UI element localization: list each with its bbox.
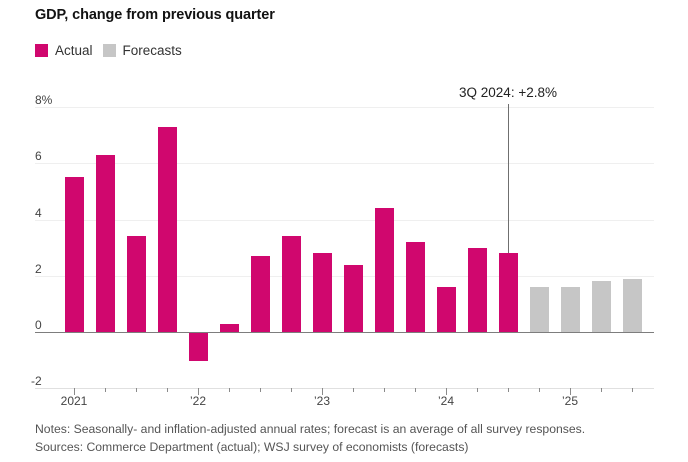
gridline-4: [35, 219, 654, 221]
x-tick-4q-2021: [167, 388, 168, 393]
x-tick-4q-2022: [291, 388, 292, 393]
legend-label-forecasts: Forecasts: [122, 43, 182, 58]
x-tick-3q-2022: [260, 388, 261, 393]
bar-4q-2024: [529, 287, 549, 332]
bar-3q-2023: [374, 208, 394, 333]
bar-2q-2021: [95, 154, 115, 332]
bar-1q-2021: [64, 177, 84, 332]
notes-text: Notes: Seasonally- and inflation-adjuste…: [35, 422, 586, 436]
chart-title: GDP, change from previous quarter: [35, 7, 275, 23]
legend-label-actual: Actual: [55, 43, 93, 58]
x-tick-1q-2022: [198, 388, 199, 396]
x-tick-3q-2025: [632, 388, 633, 393]
bar-1q-2024: [436, 287, 456, 332]
x-tick-1q-2024: [446, 388, 447, 396]
x-tick-2q-2021: [105, 388, 106, 393]
y-axis-label-2: 2: [35, 261, 42, 276]
annotation-text: 3Q 2024: +2.8%: [459, 85, 557, 100]
x-axis-label-23: ’23: [313, 394, 331, 408]
bar-3q-2022: [250, 256, 270, 332]
legend: Actual Forecasts: [35, 43, 182, 58]
x-axis-label-25: ’25: [561, 394, 579, 408]
x-tick-1q-2025: [570, 388, 571, 396]
forecasts-swatch-icon: [102, 44, 116, 57]
x-tick-2q-2025: [601, 388, 602, 393]
zero-baseline: [35, 331, 654, 334]
x-axis-label-22: ’22: [189, 394, 207, 408]
bar-3q-2021: [126, 236, 146, 332]
x-tick-3q-2023: [384, 388, 385, 393]
bar-4q-2022: [281, 236, 301, 332]
gridline-8: [35, 107, 654, 108]
y-axis-label-0: 0: [35, 318, 42, 332]
x-tick-3q-2021: [136, 388, 137, 393]
y-axis-label-8: 8%: [35, 93, 53, 107]
bar-3q-2024: [498, 253, 518, 333]
bar-1q-2023: [312, 253, 332, 333]
gridline-2: [35, 388, 654, 390]
y-axis-label-2: -2: [31, 374, 42, 389]
y-axis-label-6: 6: [35, 149, 42, 164]
y-axis-label-4: 4: [35, 205, 42, 220]
x-tick-2q-2022: [229, 388, 230, 393]
bar-2q-2022: [219, 323, 239, 332]
bar-4q-2023: [405, 242, 425, 332]
x-axis-label-2021: 2021: [60, 394, 88, 408]
annotation-callout-line: [508, 104, 510, 254]
bar-2q-2023: [343, 264, 363, 332]
x-tick-4q-2023: [415, 388, 416, 393]
x-tick-3q-2024: [508, 388, 509, 393]
gridline-6: [35, 163, 654, 165]
x-tick-1q-2023: [322, 388, 323, 396]
legend-item-forecasts: Forecasts: [102, 43, 182, 58]
bar-2q-2025: [591, 281, 611, 332]
bar-4q-2021: [157, 126, 177, 332]
x-tick-4q-2024: [539, 388, 540, 393]
x-tick-2q-2024: [477, 388, 478, 393]
bar-1q-2025: [560, 287, 580, 332]
bar-3q-2025: [622, 278, 642, 332]
actual-swatch-icon: [35, 44, 48, 57]
x-tick-1q-2021: [74, 388, 75, 396]
sources-text: Sources: Commerce Department (actual); W…: [35, 440, 469, 454]
bar-2q-2024: [467, 247, 487, 332]
legend-item-actual: Actual: [35, 43, 93, 58]
bar-1q-2022: [188, 333, 208, 362]
x-axis-label-24: ’24: [437, 394, 455, 408]
x-tick-2q-2023: [353, 388, 354, 393]
